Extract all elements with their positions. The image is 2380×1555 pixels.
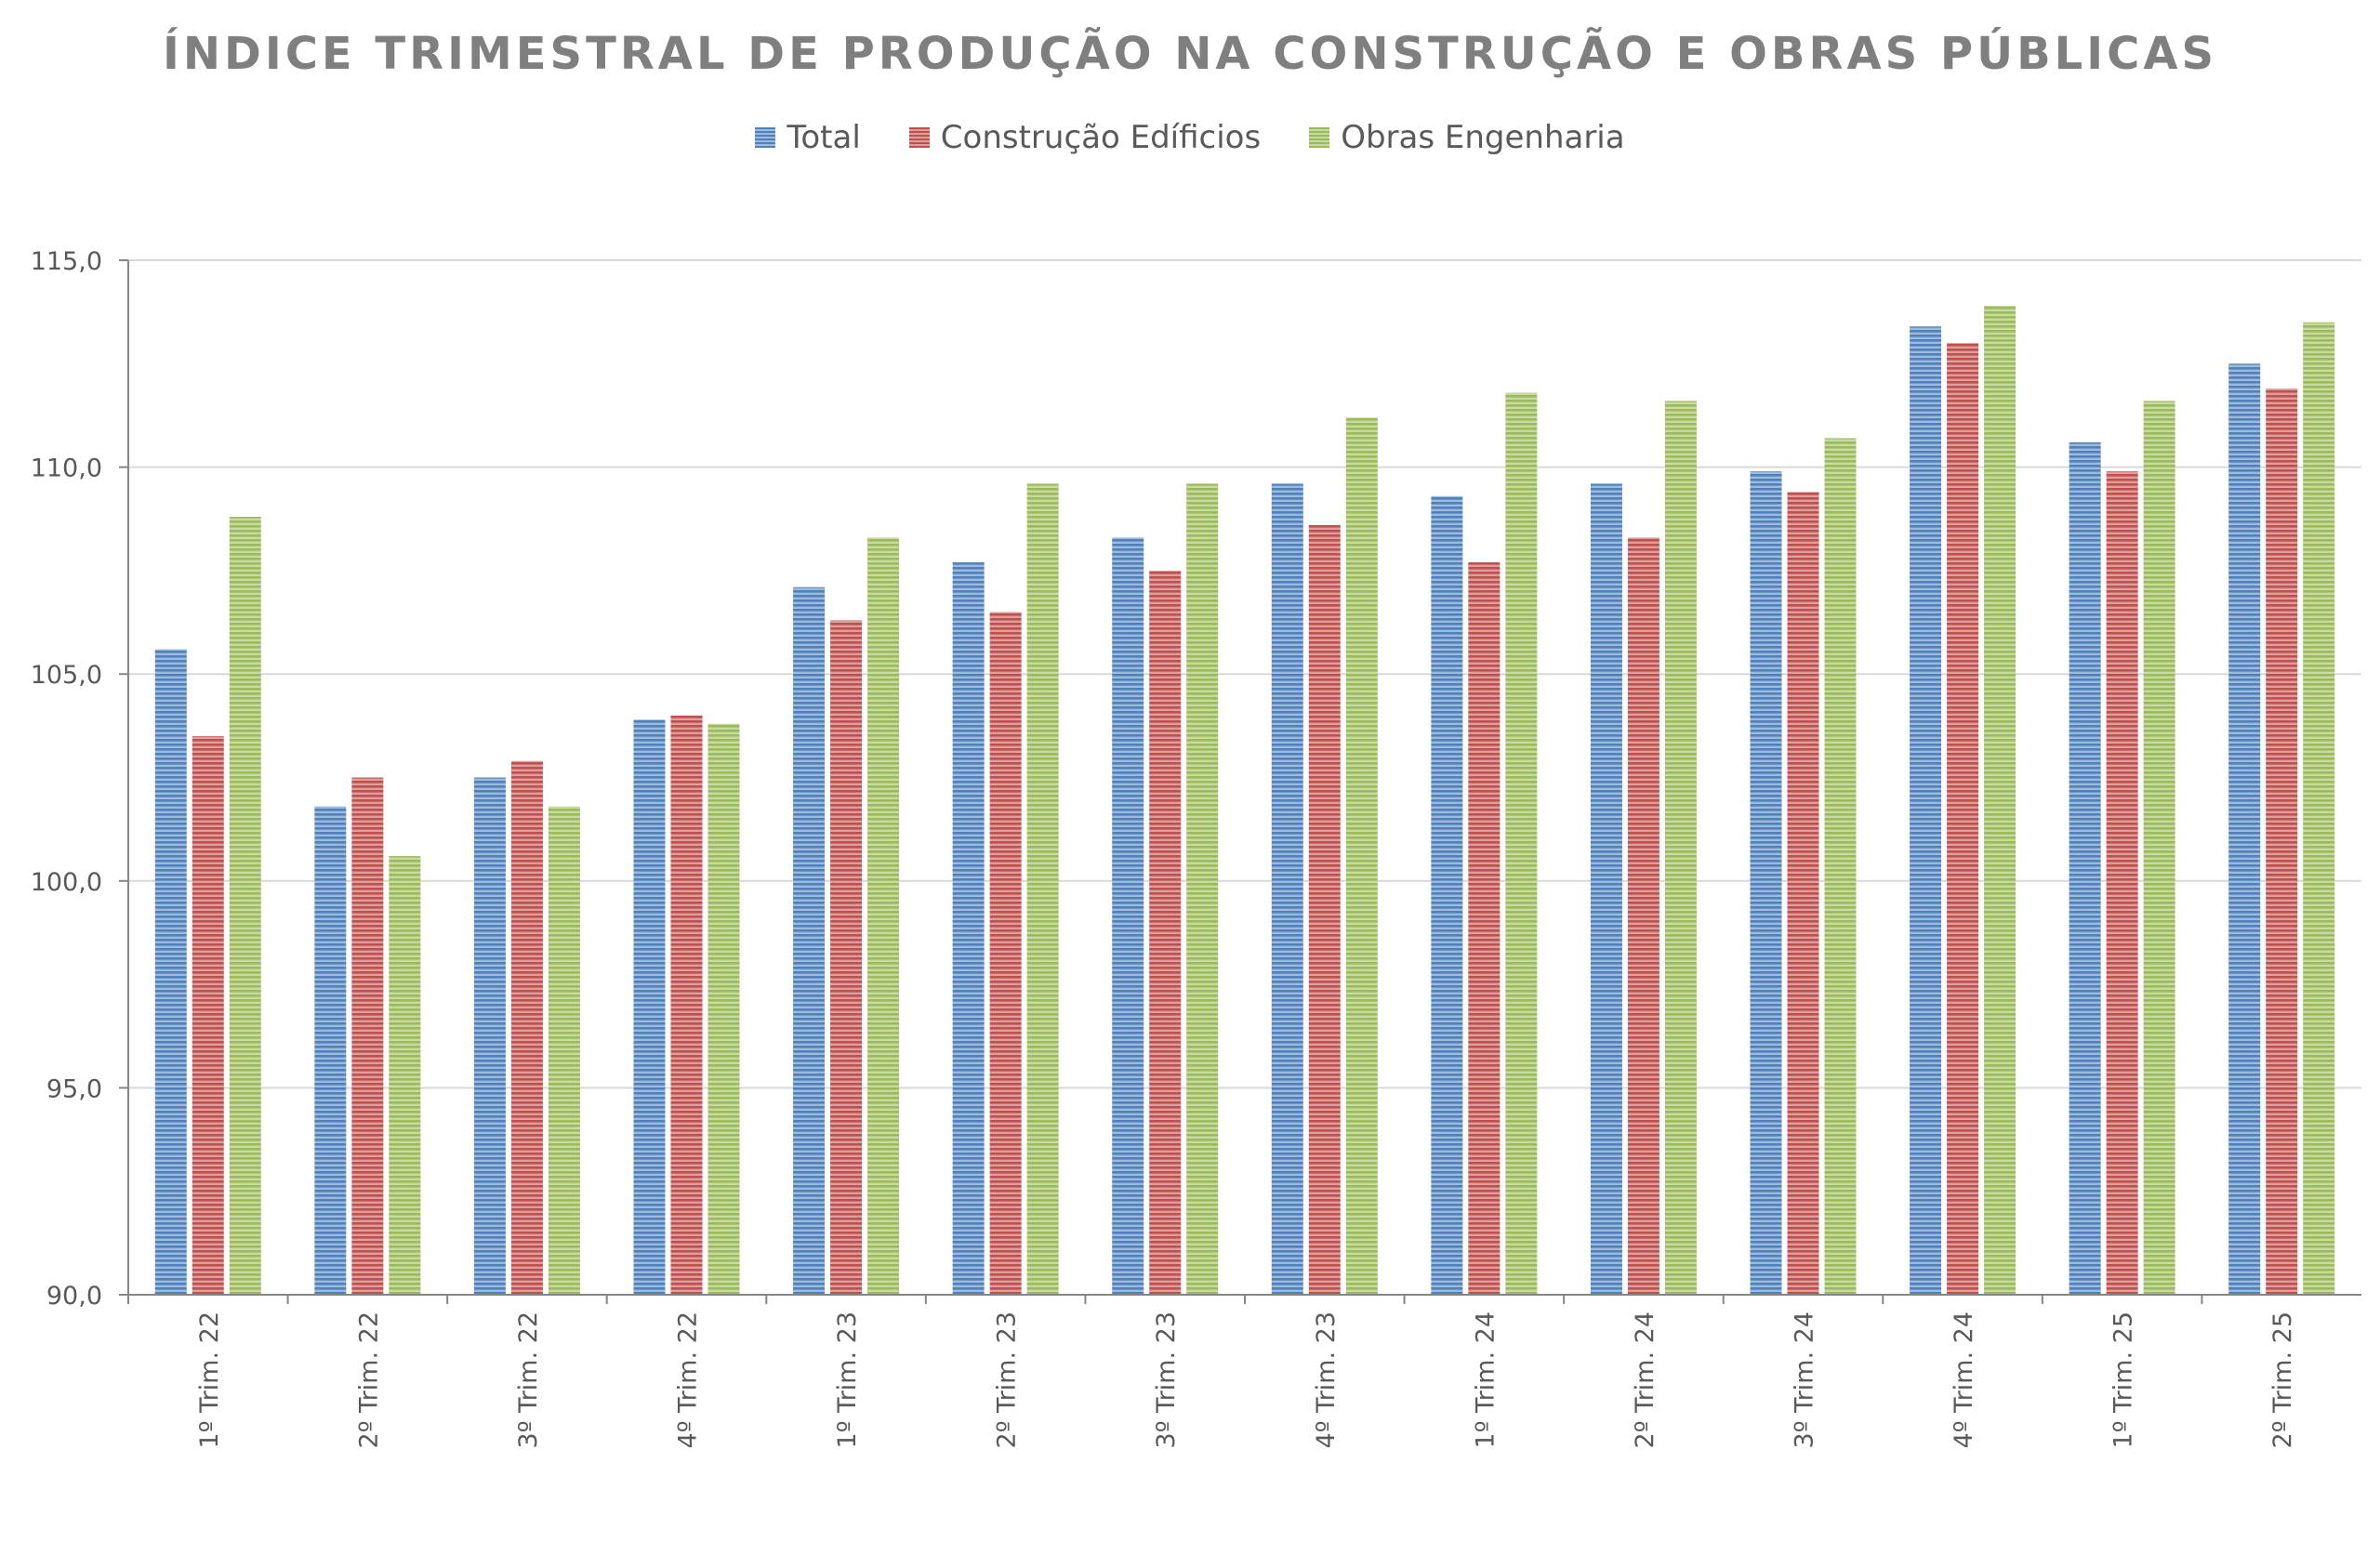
legend-label-total: Total xyxy=(787,119,861,156)
bar-obras-engenharia-9 xyxy=(1505,392,1538,1295)
x-tick-label: 3º Trim. 22 xyxy=(514,1311,543,1448)
legend-item-obras-engenharia: Obras Engenharia xyxy=(1309,119,1625,156)
x-tick-label: 2º Trim. 25 xyxy=(2268,1311,2297,1448)
bar-obras-engenharia-13 xyxy=(2143,401,2175,1295)
bar-constru-o-ed-ficios-4 xyxy=(670,715,703,1295)
bar-obras-engenharia-7 xyxy=(1186,483,1219,1295)
bar-obras-engenharia-3 xyxy=(548,806,580,1295)
chart-legend: Total Construção Edíficios Obras Engenha… xyxy=(0,119,2380,156)
bar-total-14 xyxy=(2228,363,2261,1295)
bar-total-11 xyxy=(1750,471,1782,1295)
bar-total-4 xyxy=(633,719,666,1295)
bar-total-9 xyxy=(1431,495,1463,1295)
bar-constru-o-ed-ficios-8 xyxy=(1308,524,1341,1295)
bar-obras-engenharia-12 xyxy=(1984,305,2016,1296)
bar-total-8 xyxy=(1271,483,1303,1295)
x-tick-label: 3º Trim. 24 xyxy=(1791,1311,1819,1448)
bar-obras-engenharia-6 xyxy=(1026,483,1059,1295)
x-tick-label: 2º Trim. 24 xyxy=(1631,1311,1659,1448)
bar-total-5 xyxy=(793,586,826,1295)
bar-obras-engenharia-4 xyxy=(707,723,740,1295)
chart-title: ÍNDICE TRIMESTRAL DE PRODUÇÃO NA CONSTRU… xyxy=(162,28,2218,80)
x-tick-label: 4º Trim. 23 xyxy=(1312,1311,1341,1448)
bar-constru-o-ed-ficios-9 xyxy=(1468,561,1501,1295)
bar-obras-engenharia-11 xyxy=(1824,438,1857,1295)
bar-constru-o-ed-ficios-10 xyxy=(1627,537,1659,1295)
legend-label-construcao-edificios: Construção Edíficios xyxy=(940,119,1262,156)
bar-total-6 xyxy=(952,561,985,1295)
bar-total-12 xyxy=(1910,326,1942,1296)
bar-constru-o-ed-ficios-14 xyxy=(2266,389,2298,1296)
bar-total-13 xyxy=(2069,441,2101,1295)
x-tick-label: 2º Trim. 22 xyxy=(354,1311,383,1448)
bar-constru-o-ed-ficios-13 xyxy=(2106,471,2138,1295)
legend-swatch-construcao-edificios xyxy=(908,127,930,148)
y-tick-label: 110,0 xyxy=(31,455,102,483)
x-tick-label: 2º Trim. 23 xyxy=(993,1311,1022,1448)
bar-total-2 xyxy=(314,806,347,1295)
bar-total-3 xyxy=(473,777,506,1295)
bar-constru-o-ed-ficios-5 xyxy=(830,620,863,1295)
bar-total-1 xyxy=(154,649,187,1295)
bar-total-10 xyxy=(1590,483,1622,1295)
legend-item-construcao-edificios: Construção Edíficios xyxy=(908,119,1262,156)
bar-obras-engenharia-14 xyxy=(2303,322,2335,1295)
bar-constru-o-ed-ficios-3 xyxy=(510,760,543,1295)
bar-obras-engenharia-1 xyxy=(229,517,261,1295)
bar-constru-o-ed-ficios-1 xyxy=(192,735,224,1295)
y-tick-label: 95,0 xyxy=(46,1074,102,1103)
bar-obras-engenharia-2 xyxy=(389,856,421,1295)
x-tick-label: 1º Trim. 25 xyxy=(2109,1311,2138,1448)
legend-swatch-total xyxy=(755,127,776,148)
legend-item-total: Total xyxy=(755,119,861,156)
x-tick-label: 4º Trim. 22 xyxy=(674,1311,703,1448)
bar-constru-o-ed-ficios-12 xyxy=(1947,343,1979,1295)
x-tick-label: 1º Trim. 22 xyxy=(195,1311,224,1448)
bar-obras-engenharia-10 xyxy=(1664,401,1697,1295)
bar-constru-o-ed-ficios-11 xyxy=(1787,492,1819,1295)
bar-constru-o-ed-ficios-7 xyxy=(1149,570,1182,1295)
x-tick-label: 1º Trim. 23 xyxy=(833,1311,862,1448)
x-tick-label: 4º Trim. 24 xyxy=(1950,1311,1978,1448)
y-tick-label: 115,0 xyxy=(31,247,102,276)
x-tick-label: 3º Trim. 23 xyxy=(1152,1311,1181,1448)
x-tick-label: 1º Trim. 24 xyxy=(1471,1311,1500,1448)
bar-constru-o-ed-ficios-6 xyxy=(989,612,1022,1295)
legend-label-obras-engenharia: Obras Engenharia xyxy=(1341,119,1625,156)
bar-obras-engenharia-8 xyxy=(1345,417,1378,1295)
y-tick-label: 90,0 xyxy=(46,1282,102,1311)
y-tick-label: 105,0 xyxy=(31,661,102,690)
y-tick-label: 100,0 xyxy=(31,868,102,897)
bar-constru-o-ed-ficios-2 xyxy=(351,777,384,1295)
legend-swatch-obras-engenharia xyxy=(1309,127,1330,148)
bar-total-7 xyxy=(1112,537,1144,1295)
bar-obras-engenharia-5 xyxy=(867,537,900,1295)
